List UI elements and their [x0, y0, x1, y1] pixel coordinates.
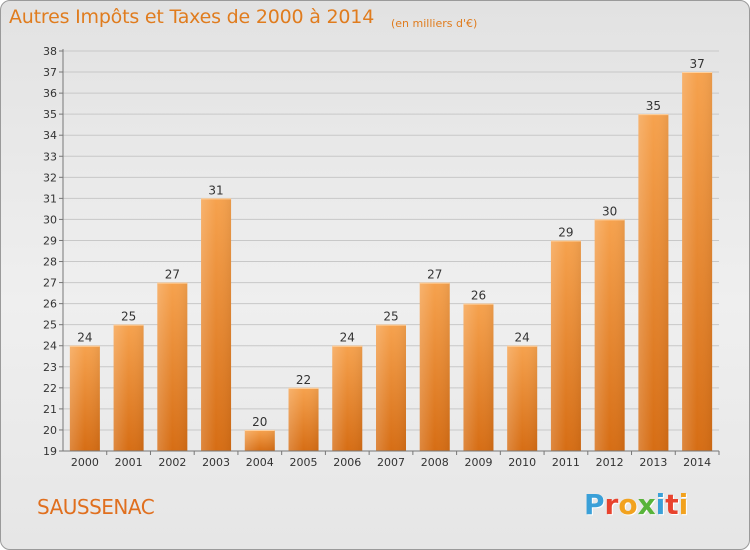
- x-tick-label: 2013: [639, 456, 667, 469]
- y-tick-label: 20: [43, 424, 57, 437]
- bar-value-label: 24: [77, 331, 92, 345]
- logo-letter: t: [665, 488, 679, 521]
- chart-subtitle: (en milliers d'€): [391, 17, 478, 30]
- bar-shine: [244, 429, 275, 451]
- bar-value-label: 20: [252, 415, 267, 429]
- bar-shine: [201, 198, 232, 451]
- y-tick-label: 30: [43, 213, 57, 226]
- bar-value-label: 24: [340, 331, 355, 345]
- bar-shine: [157, 282, 188, 451]
- x-tick-label: 2000: [71, 456, 99, 469]
- axes: 19 20 21 22 23 24 25 26 27 28 29 30 31 32 33 34 35 36 37 38…: [43, 45, 720, 469]
- y-tick-label: 37: [43, 66, 57, 79]
- bar-shine: [638, 114, 669, 451]
- x-tick-label: 2003: [202, 456, 230, 469]
- y-tick-label: 26: [43, 298, 57, 311]
- bar-shine: [550, 240, 581, 451]
- commune-name: SAUSSENAC: [37, 495, 155, 519]
- y-tick-label: 33: [43, 150, 57, 163]
- bar-value-label: 37: [689, 57, 704, 71]
- x-tick-label: 2014: [683, 456, 711, 469]
- y-tick-label: 19: [43, 445, 57, 458]
- bars: 24 25 27 31 20 22 24 25 27 26 24 29 30 35 37: [69, 57, 713, 451]
- bar-shine: [463, 303, 494, 451]
- bar-shine: [419, 282, 450, 451]
- x-tick-label: 2012: [596, 456, 624, 469]
- y-tick-label: 21: [43, 403, 57, 416]
- bar-value-label: 25: [121, 310, 136, 324]
- y-tick-label: 28: [43, 256, 57, 269]
- x-tick-label: 2011: [552, 456, 580, 469]
- bar-shine: [682, 72, 713, 451]
- y-tick-label: 22: [43, 382, 57, 395]
- bar-shine: [113, 324, 144, 451]
- bar-value-label: 31: [208, 183, 223, 197]
- logo-letter: P: [584, 488, 605, 521]
- logo-letter: x: [637, 488, 656, 521]
- x-tick-label: 2002: [158, 456, 186, 469]
- y-tick-label: 31: [43, 192, 57, 205]
- y-tick-label: 36: [43, 87, 57, 100]
- x-tick-label: 2004: [246, 456, 274, 469]
- logo-letter: i: [655, 488, 666, 521]
- bar-shine: [507, 345, 538, 451]
- bar-value-label: 29: [558, 225, 573, 239]
- logo-letter: i: [678, 488, 689, 521]
- y-tick-label: 32: [43, 171, 57, 184]
- proxiti-logo: Proxiti: [584, 488, 688, 521]
- bar-shine: [332, 345, 363, 451]
- x-tick-label: 2009: [464, 456, 492, 469]
- bar-value-label: 27: [427, 268, 442, 282]
- y-tick-label: 25: [43, 319, 57, 332]
- x-tick-label: 2001: [115, 456, 143, 469]
- y-tick-label: 23: [43, 361, 57, 374]
- x-tick-label: 2010: [508, 456, 536, 469]
- bar-value-label: 35: [646, 99, 661, 113]
- y-tick-label: 34: [43, 129, 57, 142]
- y-tick-label: 27: [43, 277, 57, 290]
- y-tick-label: 38: [43, 45, 57, 58]
- y-tick-label: 24: [43, 340, 57, 353]
- x-tick-label: 2006: [333, 456, 361, 469]
- chart-title: Autres Impôts et Taxes de 2000 à 2014: [9, 6, 375, 28]
- logo-letter: o: [618, 488, 638, 521]
- x-tick-label: 2005: [290, 456, 318, 469]
- x-tick-label: 2007: [377, 456, 405, 469]
- bar-value-label: 24: [515, 331, 530, 345]
- bar-value-label: 25: [383, 310, 398, 324]
- bar-shine: [288, 387, 319, 451]
- y-tick-label: 29: [43, 234, 57, 247]
- bar-value-label: 22: [296, 373, 311, 387]
- bar-value-label: 26: [471, 289, 486, 303]
- y-tick-label: 35: [43, 108, 57, 121]
- bar-shine: [594, 219, 625, 451]
- bar-value-label: 30: [602, 204, 617, 218]
- bar-shine: [376, 324, 406, 451]
- bar-shine: [69, 345, 100, 451]
- x-tick-label: 2008: [421, 456, 449, 469]
- bar-value-label: 27: [165, 268, 180, 282]
- logo-letter: r: [604, 488, 619, 521]
